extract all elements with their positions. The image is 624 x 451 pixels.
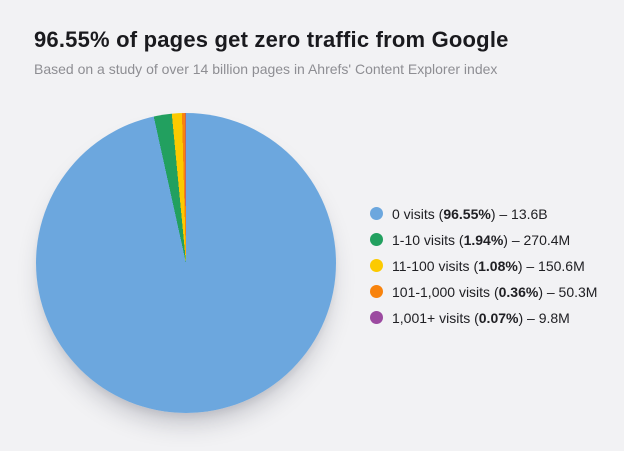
legend-label: 101-1,000 visits (0.36%) – 50.3M (392, 283, 598, 300)
legend-item: 1,001+ visits (0.07%) – 9.8M (370, 308, 597, 327)
chart-subtitle: Based on a study of over 14 billion page… (34, 61, 498, 77)
pie-chart (36, 113, 336, 413)
legend-swatch-icon (370, 311, 383, 324)
legend-swatch-icon (370, 233, 383, 246)
legend-swatch-icon (370, 207, 383, 220)
legend-item: 11-100 visits (1.08%) – 150.6M (370, 256, 597, 275)
legend-item: 101-1,000 visits (0.36%) – 50.3M (370, 282, 597, 301)
legend-label: 11-100 visits (1.08%) – 150.6M (392, 257, 585, 274)
legend-label: 0 visits (96.55%) – 13.6B (392, 205, 548, 222)
legend: 0 visits (96.55%) – 13.6B 1-10 visits (1.… (370, 204, 597, 327)
legend-item: 0 visits (96.55%) – 13.6B (370, 204, 597, 223)
legend-label: 1-10 visits (1.94%) – 270.4M (392, 231, 571, 248)
legend-item: 1-10 visits (1.94%) – 270.4M (370, 230, 597, 249)
legend-label: 1,001+ visits (0.07%) – 9.8M (392, 309, 570, 326)
chart-title: 96.55% of pages get zero traffic from Go… (34, 27, 509, 52)
legend-swatch-icon (370, 285, 383, 298)
legend-swatch-icon (370, 259, 383, 272)
